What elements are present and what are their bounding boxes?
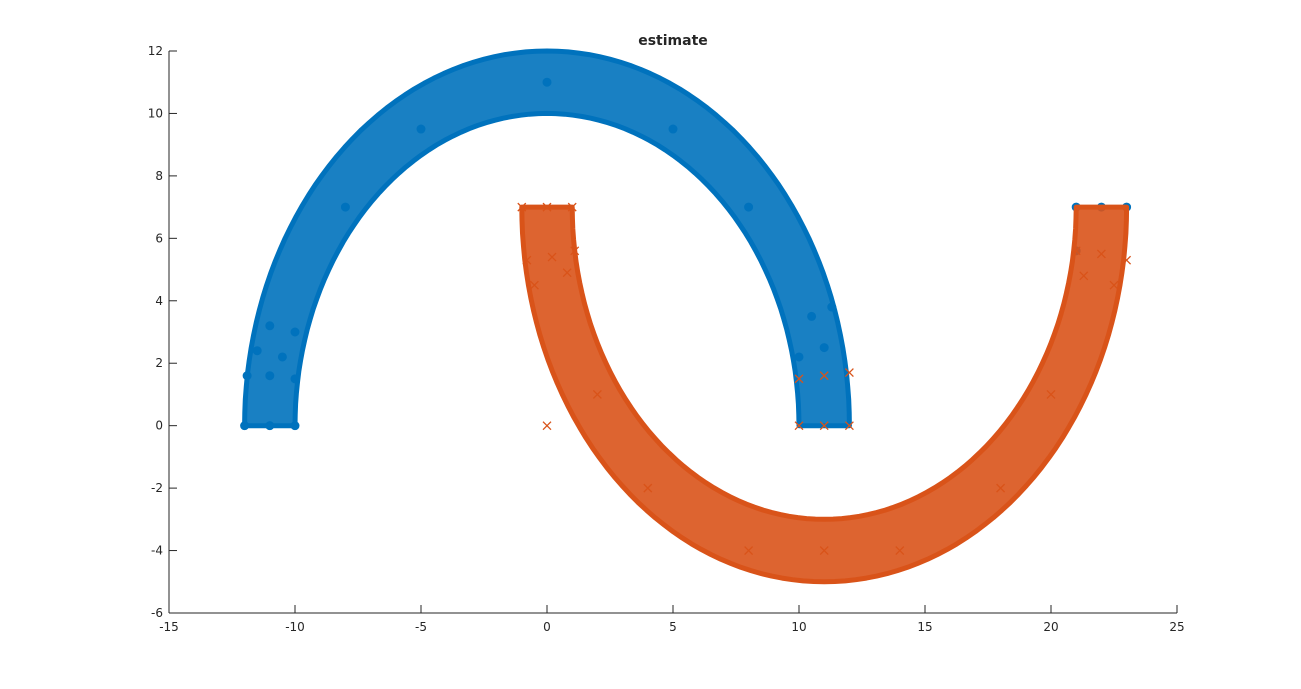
x-tick-label: 5 [669,620,677,634]
series-1-point [340,202,350,212]
series-1-point [290,421,300,431]
series-2-point [844,421,854,431]
series-2-point [895,546,905,556]
y-tick-label: -6 [151,606,163,620]
series-2-point [794,421,804,431]
series-2-band [519,204,1130,585]
series-2-point [522,255,532,265]
series-1-point [668,124,678,134]
y-tick-label: 0 [155,419,163,433]
axes: -15 -10 -5 0 5 10 15 20 25 -6 -4 -2 0 2 4 6 8 10 12 [148,44,1185,634]
x-tick-label: 25 [1169,620,1184,634]
series-1-point [416,124,426,134]
series-2-point [592,389,602,399]
y-tick-label: 10 [148,106,163,120]
series-1-point [242,371,252,381]
y-tick-label: -4 [151,544,163,558]
series-1-point [542,77,552,87]
x-tick-label: -10 [285,620,305,634]
series-1-point [252,346,262,356]
series-2-point [1122,255,1132,265]
series-1-point [265,421,275,431]
series-1-point [290,327,300,337]
series-1-point [277,352,287,362]
series-2-point [1079,271,1089,281]
series-2-point [819,421,829,431]
x-tick-label: 0 [543,620,551,634]
series-2-point [744,546,754,556]
series-2-point [1046,389,1056,399]
x-tick-label: 20 [1043,620,1058,634]
series-2-point [547,252,557,262]
series-1-point [794,352,804,362]
y-tick-label: 6 [155,231,163,245]
series-2-point [819,546,829,556]
series-1-point [827,302,837,312]
x-tick-label: 15 [917,620,932,634]
series-1-point [240,421,250,431]
chart-title: estimate [638,33,708,49]
y-tick-label: -2 [151,481,163,495]
series-2-point [1071,246,1081,256]
x-tick-label: 10 [791,620,806,634]
y-tick-label: 8 [155,169,163,183]
series-2-point [562,268,572,278]
series-1-point [265,371,275,381]
y-tick-label: 12 [148,44,163,58]
series-2-point [1096,249,1106,259]
series-2-point [643,483,653,493]
series-1-point [290,374,300,384]
series-2-point [1109,280,1119,290]
series-class-2 [517,202,1132,585]
series-class-1 [240,48,1132,431]
series-2-point [996,483,1006,493]
y-tick-label: 4 [155,294,163,308]
series-2-point [567,202,577,212]
y-tick-label: 2 [155,356,163,370]
series-1-point [807,311,817,321]
series-2-point [517,202,527,212]
x-tick-label: -15 [159,620,179,634]
series-2-point [542,421,552,431]
series-1-point [265,321,275,331]
series-2-point [844,368,854,378]
series-2-point [794,374,804,384]
series-2-point [542,202,552,212]
series-1-point [744,202,754,212]
x-tick-label: -5 [415,620,427,634]
series-2-point [570,246,580,256]
series-2-point [529,280,539,290]
series-2-point [819,371,829,381]
series-1-point [819,343,829,353]
